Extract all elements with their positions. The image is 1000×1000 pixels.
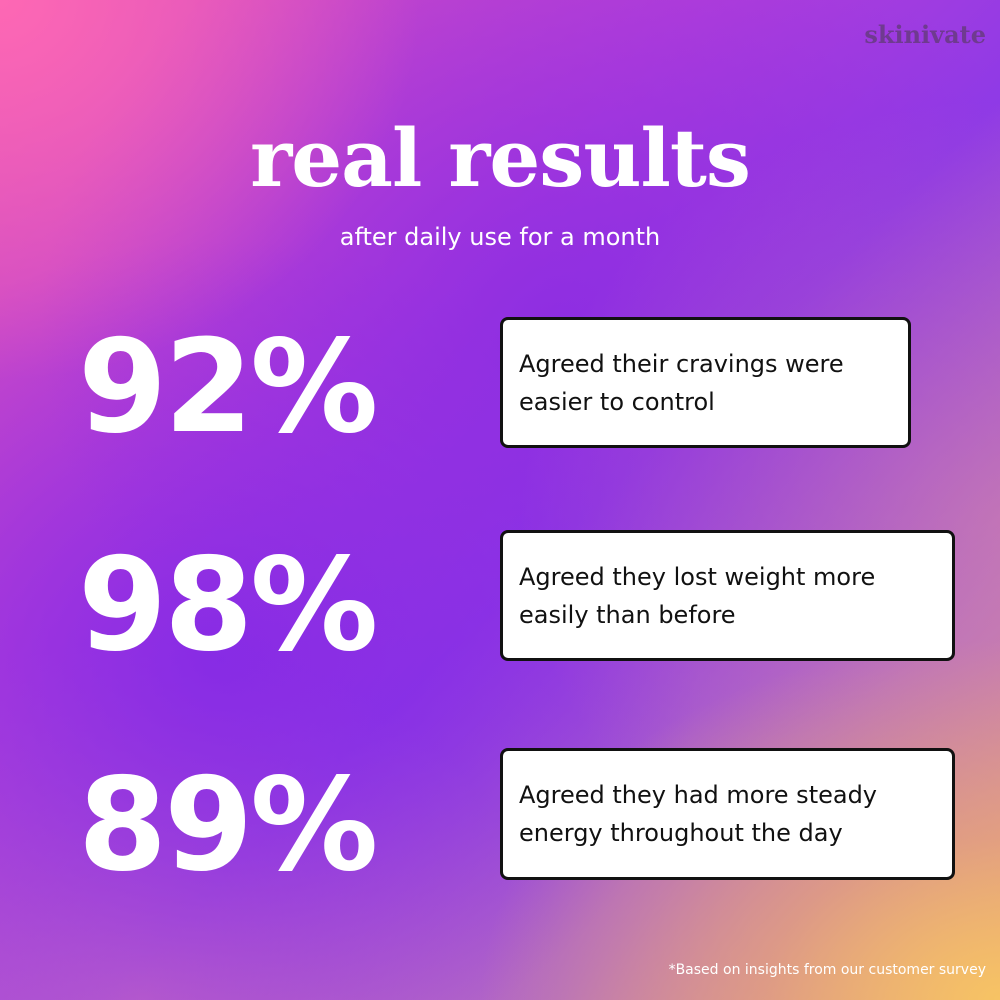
stat-card: Agreed they had more steady energy throu… <box>500 748 955 880</box>
stat-row: 92% Agreed their cravings were easier to… <box>0 313 1000 462</box>
stat-row: 89% Agreed they had more steady energy t… <box>0 748 1000 900</box>
page-subtitle: after daily use for a month <box>339 223 661 251</box>
stat-description: Agreed their cravings were easier to con… <box>519 349 844 416</box>
stat-percentage: 98% <box>78 531 378 680</box>
stat-card: Agreed their cravings were easier to con… <box>500 317 911 448</box>
stat-description: Agreed they had more steady energy throu… <box>519 781 878 847</box>
brand-logo: skinivate <box>864 20 986 49</box>
page-title: real results <box>250 111 751 205</box>
stat-card: Agreed they lost weight more easily than… <box>500 530 955 661</box>
stat-description: Agreed they lost weight more easily than… <box>519 562 876 629</box>
stat-percentage: 89% <box>78 751 378 900</box>
stat-percentage: 92% <box>78 313 378 462</box>
stat-row: 98% Agreed they lost weight more easily … <box>0 530 1000 680</box>
survey-footnote: *Based on insights from our customer sur… <box>668 962 986 978</box>
